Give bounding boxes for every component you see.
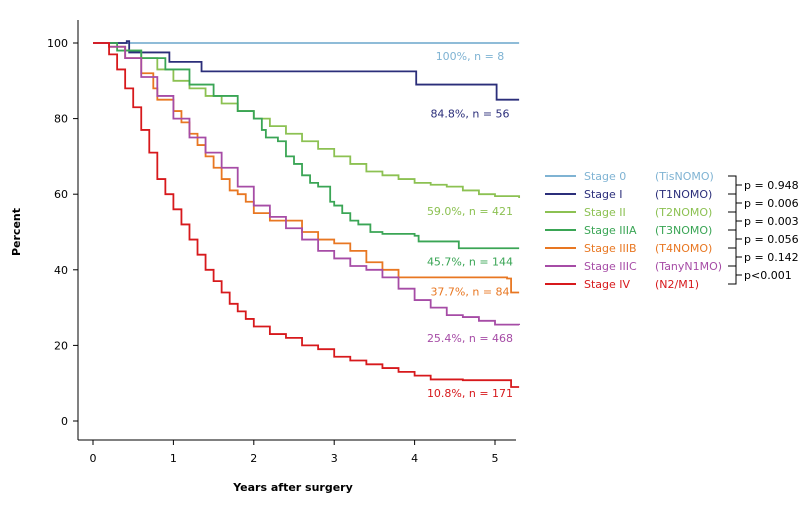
p-bracket	[728, 211, 737, 231]
x-axis-title: Years after surgery	[232, 481, 353, 494]
series-line-stage-iiia	[93, 42, 520, 250]
end-label: 25.4%, n = 468	[427, 332, 513, 345]
y-tick-label: 80	[54, 113, 68, 126]
legend-tnm: (T1NOMO)	[655, 188, 712, 201]
p-value: p = 0.056	[744, 233, 799, 246]
legend: Stage 0 (TisNOMO) Stage I (T1NOMO) Stage II (…	[545, 170, 722, 291]
x-tick-label: 2	[250, 452, 257, 465]
legend-tnm: (N2/M1)	[655, 278, 699, 291]
p-value: p = 0.948	[744, 179, 799, 192]
p-bracket	[728, 229, 737, 249]
legend-tnm: (T2NOMO)	[655, 206, 712, 219]
p-value: p = 0.003	[744, 215, 799, 228]
p-bracket	[728, 247, 737, 267]
x-tick-label: 3	[331, 452, 338, 465]
y-tick-label: 100	[47, 37, 68, 50]
legend-label: Stage 0	[584, 170, 626, 183]
legend-label: Stage II	[584, 206, 626, 219]
legend-label: Stage IIIB	[584, 242, 637, 255]
series-line-stage-i	[93, 40, 520, 101]
p-bracket	[728, 193, 737, 213]
x-tick-label: 0	[90, 452, 97, 465]
legend-label: Stage IIIA	[584, 224, 637, 237]
legend-tnm: (TisNOMO)	[655, 170, 714, 183]
legend-tnm: (T3NOMO)	[655, 224, 712, 237]
p-value: p = 0.006	[744, 197, 799, 210]
y-tick-label: 20	[54, 339, 68, 352]
legend-tnm: (TanyN1MO)	[655, 260, 722, 273]
series-line-stage-iiib	[93, 42, 520, 294]
legend-tnm: (T4NOMO)	[655, 242, 712, 255]
axes: 0 20 40 60 80 100 0 1 2 3 4 5	[47, 20, 516, 465]
p-bracket	[728, 175, 737, 195]
end-label: 10.8%, n = 171	[427, 387, 513, 400]
legend-label: Stage IIIC	[584, 260, 637, 273]
end-label: 37.7%, n = 84	[430, 285, 509, 298]
series-line-stage-iiic	[93, 42, 521, 326]
x-tick-label: 1	[170, 452, 177, 465]
p-value: p<0.001	[744, 269, 792, 282]
x-tick-label: 5	[492, 452, 499, 465]
end-label: 100%, n = 8	[436, 50, 505, 63]
end-label: 45.7%, n = 144	[427, 255, 513, 268]
y-tick-label: 0	[61, 415, 68, 428]
y-axis-title: Percent	[10, 208, 23, 256]
legend-label: Stage I	[584, 188, 623, 201]
y-tick-label: 60	[54, 188, 68, 201]
end-label: 84.8%, n = 56	[430, 107, 509, 120]
plot-area: 100%, n = 8 84.8%, n = 56 59.0%, n = 421 45…	[93, 40, 521, 400]
end-label: 59.0%, n = 421	[427, 205, 513, 218]
p-values: p = 0.948 p = 0.006 p = 0.003 p = 0.056 p = …	[728, 175, 799, 285]
y-tick-label: 40	[54, 264, 68, 277]
x-tick-label: 4	[411, 452, 418, 465]
legend-label: Stage IV	[584, 278, 631, 291]
series-line-stage-iv	[93, 42, 520, 388]
p-value: p = 0.142	[744, 251, 799, 264]
p-bracket	[728, 265, 737, 285]
